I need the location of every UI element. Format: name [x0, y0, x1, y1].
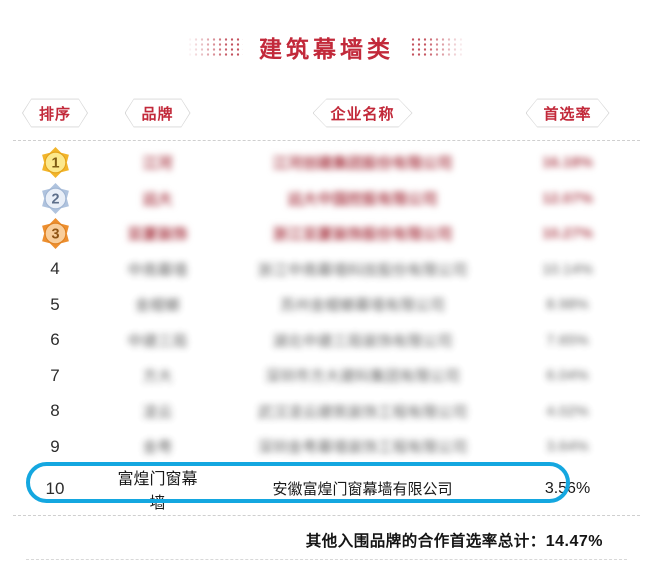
rate-cell: 10.14% — [542, 260, 593, 278]
rate-cell: 12.07% — [542, 189, 593, 207]
table-row: 9 金粤 深圳金粤幕墙装饰工程有限公司 3.64% — [0, 429, 615, 465]
brand-cell: 方大 — [142, 368, 173, 386]
svg-text:2: 2 — [51, 191, 59, 207]
bottom-edge-divider — [26, 559, 627, 560]
company-header-label: 企业名称 — [313, 99, 412, 127]
brand-cell: 远大 — [142, 190, 173, 208]
footer-divider — [13, 515, 640, 516]
company-cell: 深圳金粤幕墙装饰工程有限公司 — [257, 439, 468, 457]
rate-header-label: 首选率 — [526, 99, 609, 127]
table-row: 1 江河 江河创建集团股份有限公司 16.18% — [0, 145, 615, 181]
table-row: 8 凌云 武汉凌云建筑装饰工程有限公司 4.02% — [0, 394, 615, 430]
table-header: 排序 品牌 企业名称 首选率 — [0, 98, 615, 128]
rank-cell: 10 — [45, 478, 65, 498]
title-band: 建筑幕墙类 — [0, 0, 653, 64]
rate-cell: 3.56% — [544, 479, 591, 497]
column-header-company: 企业名称 — [205, 98, 520, 128]
footer-total: 其他入围品牌的合作首选率总计：14.47% — [0, 529, 653, 551]
company-cell: 武汉凌云建筑装饰工程有限公司 — [257, 403, 468, 421]
company-cell: 江河创建集团股份有限公司 — [272, 155, 453, 173]
brand-cell: 中南幕墙 — [127, 261, 188, 279]
brand-header-badge: 品牌 — [124, 98, 191, 128]
silver-medal-icon: 2 — [41, 182, 69, 214]
page-title: 建筑幕墙类 — [259, 36, 394, 62]
rate-cell: 16.18% — [542, 154, 593, 172]
svg-text:1: 1 — [51, 156, 59, 172]
table-row: 6 中建三局 湖北中建三局装饰有限公司 7.65% — [0, 323, 615, 359]
gold-medal-icon: 1 — [41, 147, 69, 179]
company-cell: 远大中国控股有限公司 — [287, 190, 438, 208]
table-row: 10 富煌门窗幕墙 安徽富煌门窗幕墙有限公司 3.56% — [0, 461, 615, 512]
rank-cell: 8 — [50, 401, 60, 421]
company-cell: 浙江亚厦装饰股份有限公司 — [272, 226, 453, 244]
rank-cell: 2 — [0, 182, 110, 215]
table-body: 1 江河 江河创建集团股份有限公司 16.18% 2 远大 远大中国控股有限公司… — [0, 145, 653, 512]
rank-cell: 5 — [50, 294, 60, 314]
halftone-dots-right-icon — [410, 37, 466, 57]
rank-cell: 4 — [50, 259, 60, 279]
brand-cell: 富煌门窗幕墙 — [117, 470, 198, 512]
rate-cell: 6.04% — [546, 367, 589, 385]
footer-total-value: 14.47% — [545, 533, 603, 550]
brand-cell: 金螳螂 — [134, 297, 180, 315]
company-cell: 深圳市方大建科集团有限公司 — [264, 368, 460, 386]
brand-cell: 中建三局 — [127, 332, 188, 350]
brand-cell: 亚厦装饰 — [127, 226, 188, 244]
column-header-rank: 排序 — [0, 98, 110, 128]
table-row: 3 亚厦装饰 浙江亚厦装饰股份有限公司 10.27% — [0, 216, 615, 252]
brand-header-label: 品牌 — [125, 99, 190, 127]
footer-total-label: 其他入围品牌的合作首选率总计： — [305, 533, 546, 550]
column-header-brand: 品牌 — [110, 98, 205, 128]
rank-header-badge: 排序 — [22, 98, 88, 128]
rank-cell: 6 — [50, 330, 60, 350]
rank-cell: 7 — [50, 365, 60, 385]
table-row: 4 中南幕墙 浙江中南幕墙科技股份有限公司 10.14% — [0, 252, 615, 288]
company-header-badge: 企业名称 — [312, 98, 413, 128]
rate-header-badge: 首选率 — [525, 98, 610, 128]
company-cell: 浙江中南幕墙科技股份有限公司 — [257, 261, 468, 279]
company-cell: 湖北中建三局装饰有限公司 — [272, 332, 453, 350]
rate-cell: 3.64% — [546, 438, 589, 456]
svg-text:3: 3 — [51, 227, 59, 243]
rate-cell: 7.65% — [546, 331, 589, 349]
rank-header-label: 排序 — [23, 99, 87, 127]
rank-cell: 3 — [0, 217, 110, 250]
bronze-medal-icon: 3 — [41, 218, 69, 250]
company-cell: 苏州金螳螂幕墙有限公司 — [279, 297, 445, 315]
rate-cell: 4.02% — [546, 402, 589, 420]
brand-cell: 江河 — [142, 155, 173, 173]
company-cell: 安徽富煌门窗幕墙有限公司 — [272, 481, 453, 498]
halftone-dots-left-icon — [187, 37, 243, 57]
column-header-rate: 首选率 — [520, 98, 615, 128]
rank-cell: 9 — [50, 436, 60, 456]
rank-cell: 1 — [0, 146, 110, 179]
header-divider — [13, 140, 640, 141]
table-row: 5 金螳螂 苏州金螳螂幕墙有限公司 8.98% — [0, 287, 615, 323]
rate-cell: 10.27% — [542, 225, 593, 243]
brand-cell: 金粤 — [142, 439, 173, 457]
brand-cell: 凌云 — [142, 403, 173, 421]
table-row: 2 远大 远大中国控股有限公司 12.07% — [0, 181, 615, 217]
rate-cell: 8.98% — [546, 296, 589, 314]
table-row: 7 方大 深圳市方大建科集团有限公司 6.04% — [0, 358, 615, 394]
